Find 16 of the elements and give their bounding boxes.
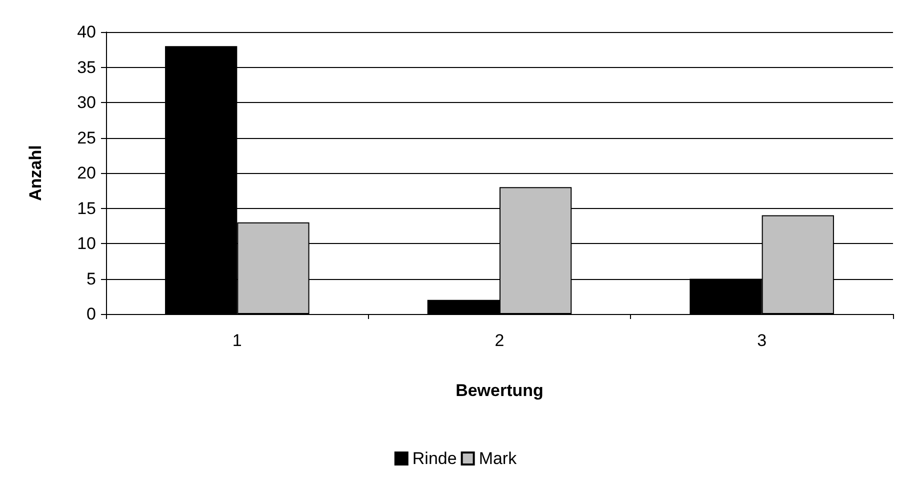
y-tick-label: 35 (77, 58, 96, 77)
y-tick-label: 40 (77, 22, 96, 42)
y-tick-label: 0 (86, 304, 96, 324)
y-axis-title: Anzahl (26, 145, 45, 201)
y-tick-label: 20 (77, 164, 96, 182)
x-tick-label: 2 (494, 331, 504, 350)
x-tick-label: 3 (757, 331, 767, 350)
x-tick-label: 1 (232, 331, 242, 350)
x-axis-title: Bewertung (456, 381, 544, 400)
y-tick-label: 5 (86, 269, 96, 288)
legend-label: Rinde (412, 449, 457, 468)
y-tick-label: 30 (77, 93, 96, 112)
y-tick-label: 25 (77, 128, 96, 148)
y-tick-label: 15 (77, 198, 96, 218)
y-tick-label: 10 (77, 234, 96, 253)
legend-label: Mark (478, 449, 518, 468)
